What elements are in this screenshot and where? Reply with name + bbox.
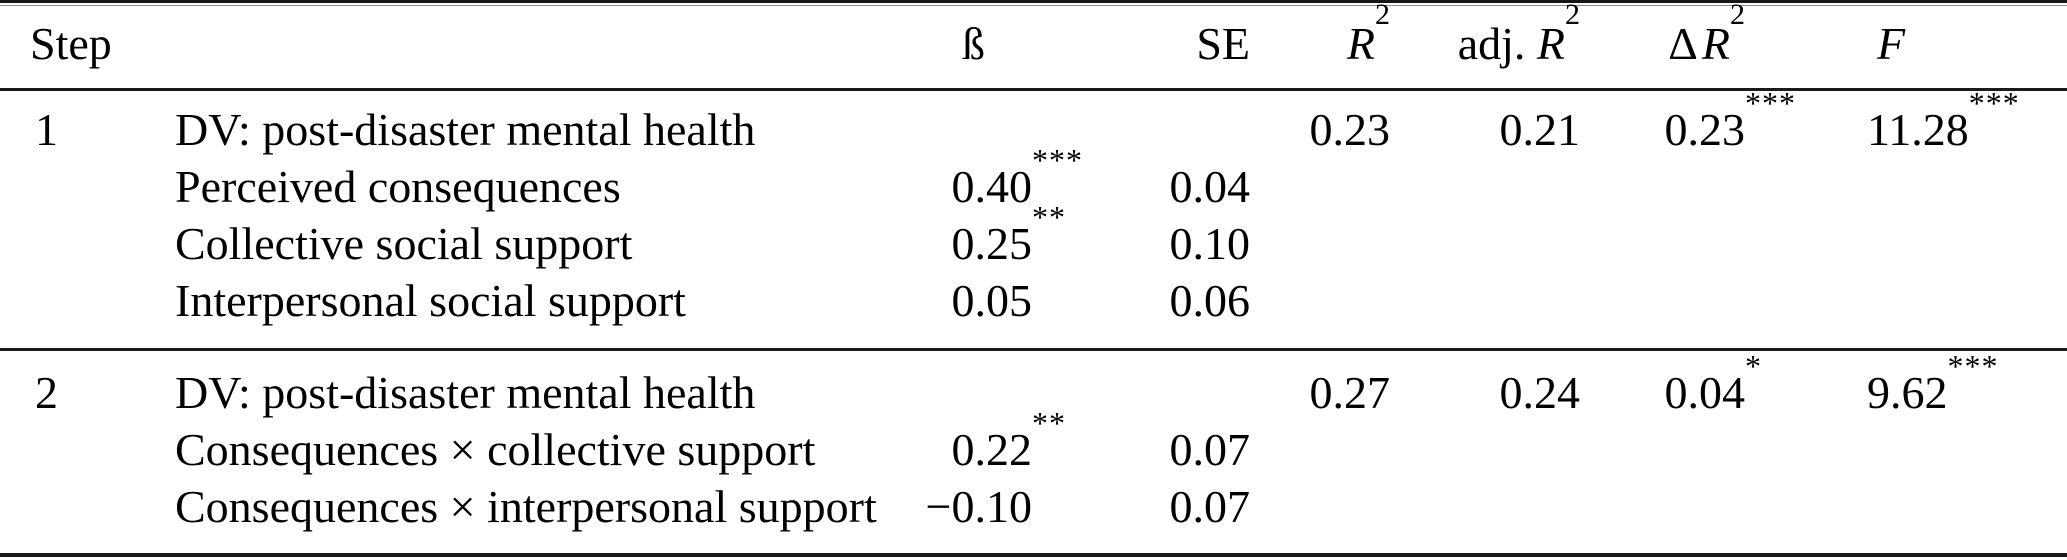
f-value <box>1820 421 2067 478</box>
header-row: Step ß SE R2 adj. R2 ΔR2 F <box>0 3 2067 91</box>
delta-r-squared-value: 0.04* <box>1600 350 1820 422</box>
predictor-label: Consequences × interpersonal support <box>175 481 877 532</box>
r-squared-value <box>1270 421 1400 478</box>
se-value <box>1110 350 1270 422</box>
header-step: Step <box>0 5 175 91</box>
regression-table: Step ß SE R2 adj. R2 ΔR2 F 1 DV: post-di… <box>0 3 2067 557</box>
step-cell: 1 <box>35 104 58 155</box>
step-cell <box>0 215 175 272</box>
significance-stars: * <box>1745 347 1762 384</box>
r-symbol: R <box>1701 17 1730 69</box>
adj-r-squared-value: 0.24 <box>1499 367 1581 418</box>
significance-stars: *** <box>1745 84 1796 121</box>
se-value: 0.07 <box>1169 481 1251 532</box>
header-adj-r-squared: adj. R2 <box>1400 3 1600 91</box>
predictor-label: Consequences × collective support <box>175 424 816 475</box>
step-cell <box>0 478 175 555</box>
beta-value: 0.25** <box>875 198 1110 272</box>
r-symbol: R <box>1346 17 1375 69</box>
r-squared-value <box>1270 478 1400 555</box>
significance-stars: *** <box>1032 141 1083 178</box>
header-f-statistic: F <box>1820 5 2067 91</box>
adj-prefix: adj. <box>1457 17 1526 69</box>
table-row: Interpersonal social support 0.05 0.06 <box>0 272 2067 350</box>
step-cell <box>0 158 175 215</box>
header-spacer <box>175 5 875 91</box>
se-value: 0.10 <box>1169 218 1251 269</box>
delta-r-squared-value <box>1600 421 1820 478</box>
f-value: 11.28*** <box>1867 84 2020 155</box>
superscript-two: 2 <box>1730 0 1745 32</box>
r-symbol: R <box>1536 17 1565 69</box>
delta-r-squared-value <box>1600 215 1820 272</box>
beta-value: 0.05 <box>951 275 1033 326</box>
predictor-label: Perceived consequences <box>175 161 621 212</box>
f-value <box>1820 215 2067 272</box>
delta-symbol: Δ <box>1668 17 1698 69</box>
header-se: SE <box>1110 5 1270 91</box>
table-row: 2 DV: post-disaster mental health 0.27 0… <box>0 350 2067 422</box>
table-row: Consequences × interpersonal support −0.… <box>0 478 2067 555</box>
predictor-label: DV: post-disaster mental health <box>175 367 756 418</box>
superscript-two: 2 <box>1565 0 1580 32</box>
se-value <box>1110 90 1270 159</box>
predictor-label: Interpersonal social support <box>175 275 686 326</box>
se-value: 0.07 <box>1169 424 1251 475</box>
significance-stars: ** <box>1032 404 1066 441</box>
step-2-block: 2 DV: post-disaster mental health 0.27 0… <box>0 349 2067 556</box>
f-value: 9.62*** <box>1867 347 1999 418</box>
table-row: Collective social support 0.25** 0.10 <box>0 198 2067 272</box>
beta-value: 0.40*** <box>875 141 1110 215</box>
significance-stars: ** <box>1032 198 1066 235</box>
significance-stars: *** <box>1947 347 1999 384</box>
se-value: 0.04 <box>1169 161 1251 212</box>
r-squared-value <box>1270 272 1400 350</box>
predictor-label: DV: post-disaster mental health <box>175 104 756 155</box>
beta-value: −0.10 <box>925 481 1032 532</box>
f-value <box>1820 158 2067 215</box>
step-cell: 2 <box>35 367 58 418</box>
step-cell <box>0 272 175 350</box>
delta-r-squared-value <box>1600 272 1820 350</box>
significance-stars: *** <box>1968 84 2020 121</box>
f-value <box>1820 478 2067 555</box>
delta-r-squared-value <box>1600 158 1820 215</box>
header-beta: ß <box>875 5 1110 91</box>
header-delta-r-squared: ΔR2 <box>1600 3 1820 91</box>
delta-r-squared-value: 0.23*** <box>1600 84 1820 159</box>
adj-r-squared-value <box>1400 272 1600 350</box>
f-value <box>1820 272 2067 350</box>
table-row: Perceived consequences 0.40*** 0.04 <box>0 141 2067 215</box>
adj-r-squared-value <box>1400 158 1600 215</box>
adj-r-squared-value <box>1400 215 1600 272</box>
header-r-squared: R2 <box>1270 3 1400 91</box>
r-squared-value <box>1270 158 1400 215</box>
beta-value <box>875 350 1110 422</box>
predictor-label: Collective social support <box>175 218 633 269</box>
table-header: Step ß SE R2 adj. R2 ΔR2 F <box>0 3 2067 91</box>
step-cell <box>0 421 175 478</box>
r-squared-value: 0.23 <box>1309 104 1391 155</box>
se-value: 0.06 <box>1169 275 1251 326</box>
adj-r-squared-value: 0.21 <box>1499 104 1581 155</box>
adj-r-squared-value <box>1400 478 1600 555</box>
table-row: Consequences × collective support 0.22**… <box>0 404 2067 478</box>
table-row: 1 DV: post-disaster mental health 0.23 0… <box>0 84 2067 159</box>
r-squared-value: 0.27 <box>1309 367 1391 418</box>
superscript-two: 2 <box>1375 0 1390 32</box>
delta-r-squared-value <box>1600 478 1820 555</box>
beta-value: 0.22** <box>875 404 1110 478</box>
r-squared-value <box>1270 215 1400 272</box>
adj-r-squared-value <box>1400 421 1600 478</box>
f-symbol: F <box>1877 17 1906 69</box>
step-1-block: 1 DV: post-disaster mental health 0.23 0… <box>0 84 2067 350</box>
